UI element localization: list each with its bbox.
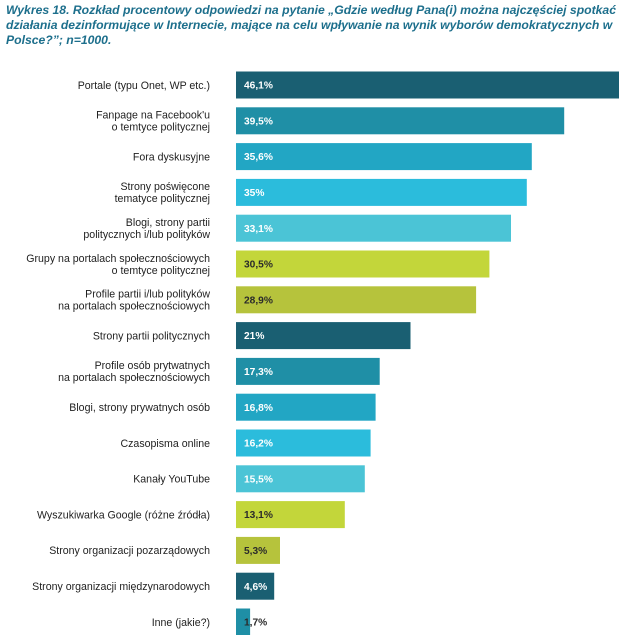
bar-14 bbox=[236, 536, 280, 564]
bar-5 bbox=[236, 214, 511, 242]
bar-10 bbox=[236, 393, 376, 421]
chart-title: Wykres 18. Rozkład procentowy odpowiedzi… bbox=[6, 3, 616, 47]
category-label-2-line-1: Fanpage na Facebook'u bbox=[96, 110, 210, 122]
bar-2 bbox=[236, 107, 565, 135]
value-label-8: 21% bbox=[244, 331, 264, 342]
bar-16 bbox=[236, 608, 251, 635]
category-label-3: Fora dyskusyjne bbox=[133, 151, 210, 163]
bar-3 bbox=[236, 143, 532, 171]
category-label-16: Inne (jakie?) bbox=[152, 617, 210, 629]
value-label-16: 1,7% bbox=[244, 618, 267, 629]
value-label-2: 39,5% bbox=[244, 116, 273, 127]
bar-4 bbox=[236, 178, 527, 206]
category-label-5-line-2: politycznych i/lub polityków bbox=[83, 229, 210, 241]
bar-13 bbox=[236, 501, 345, 529]
bar-11 bbox=[236, 429, 371, 457]
category-label-1: Portale (typu Onet, WP etc.) bbox=[78, 80, 210, 92]
bar-15 bbox=[236, 572, 275, 600]
category-label-15: Strony organizacji międzynarodowych bbox=[32, 581, 210, 593]
value-label-3: 35,6% bbox=[244, 152, 273, 163]
bar-9 bbox=[236, 357, 380, 385]
value-label-11: 16,2% bbox=[244, 439, 273, 450]
category-label-10: Blogi, strony prywatnych osób bbox=[69, 402, 210, 414]
value-label-4: 35% bbox=[244, 188, 264, 199]
category-label-14: Strony organizacji pozarządowych bbox=[49, 545, 210, 557]
value-label-5: 33,1% bbox=[244, 224, 273, 235]
category-label-4-line-1: Strony poświęcone bbox=[120, 181, 210, 193]
category-label-9-line-2: na portalach społecznościowych bbox=[58, 372, 210, 384]
category-label-2-line-2: o temtyce politycznej bbox=[112, 122, 210, 134]
value-label-6: 30,5% bbox=[244, 260, 273, 271]
category-label-8: Strony partii politycznych bbox=[93, 330, 210, 342]
value-label-7: 28,9% bbox=[244, 295, 273, 306]
category-label-11: Czasopisma online bbox=[120, 438, 210, 450]
bar-7 bbox=[236, 286, 477, 314]
value-label-9: 17,3% bbox=[244, 367, 273, 378]
category-label-6-line-2: o temtyce politycznej bbox=[112, 265, 210, 277]
category-label-9-line-1: Profile osób prytwatnych bbox=[95, 360, 211, 372]
bars-layer: 46,1% Portale (typu Onet, WP etc.) 39,5% Fa… bbox=[26, 71, 619, 635]
value-label-1: 46,1% bbox=[244, 81, 273, 92]
category-label-6-line-1: Grupy na portalach społecznościowych bbox=[26, 253, 210, 265]
value-label-10: 16,8% bbox=[244, 403, 273, 414]
category-label-4-line-2: tematyce politycznej bbox=[115, 193, 210, 205]
category-label-13: Wyszukiwarka Google (różne źródła) bbox=[37, 509, 210, 521]
value-label-12: 15,5% bbox=[244, 474, 273, 485]
category-label-7-line-2: na portalach społecznościowych bbox=[58, 301, 210, 313]
bar-8 bbox=[236, 322, 411, 350]
value-label-14: 5,3% bbox=[244, 546, 267, 557]
value-label-15: 4,6% bbox=[244, 582, 267, 593]
category-label-12: Kanały YouTube bbox=[133, 474, 210, 486]
bar-1 bbox=[236, 71, 619, 99]
bar-12 bbox=[236, 465, 365, 493]
value-label-13: 13,1% bbox=[244, 510, 273, 521]
category-label-7-line-1: Profile partii i/lub polityków bbox=[85, 289, 210, 301]
category-label-5-line-1: Blogi, strony partii bbox=[126, 217, 210, 229]
bar-6 bbox=[236, 250, 490, 278]
